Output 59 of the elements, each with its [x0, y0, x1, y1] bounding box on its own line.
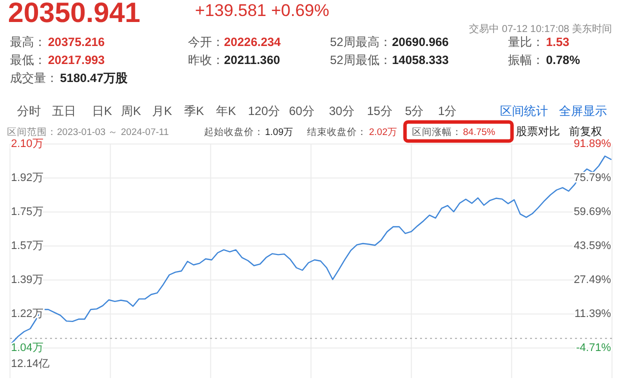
text: 15分 — [367, 104, 392, 118]
text: 区间统计 — [500, 104, 548, 118]
text: 20217.993 — [48, 53, 106, 67]
text: 52周最高： — [330, 35, 392, 49]
y2-tick-label: 43.59% — [574, 240, 612, 252]
text: 1.53 — [546, 35, 570, 49]
y-tick-label: 1.92万 — [11, 172, 44, 184]
text: 区间涨幅： — [412, 126, 462, 138]
text: 1分 — [438, 104, 457, 118]
text: 最高： — [10, 35, 46, 49]
chart-title: 20350.941 — [8, 0, 140, 28]
y-tick-label: 2.10万 — [11, 138, 44, 150]
text: 交易中 07-12 10:17:08 美东时间 — [469, 23, 612, 35]
text: 12.14亿 — [11, 358, 50, 370]
text: 结束收盘价： — [307, 126, 367, 138]
text: 季K — [184, 104, 204, 118]
text: 股票对比 — [516, 125, 560, 138]
text: 2.02万 — [369, 127, 398, 138]
line-series — [11, 156, 612, 344]
text: 20226.234 — [224, 35, 282, 49]
text: 30分 — [329, 104, 354, 118]
text: 52周最低： — [330, 53, 392, 67]
text: 全屏显示 — [559, 104, 607, 118]
y2-tick-label: 91.89% — [574, 138, 612, 150]
text: 昨收： — [188, 53, 224, 67]
y2-tick-label: 59.69% — [574, 206, 612, 218]
text: 成交量： — [10, 71, 58, 85]
text: 前复权 — [569, 126, 602, 138]
text: 区间范围：2023-01-03 ～ 2024-07-11 — [7, 126, 169, 138]
text: 起始收盘价： — [204, 126, 264, 138]
y-tick-label: 1.39万 — [11, 274, 44, 286]
y2-tick-label: 27.49% — [574, 274, 612, 286]
text: 最低： — [10, 53, 46, 67]
y-tick-label: 1.04万 — [11, 342, 44, 354]
text: 20375.216 — [48, 35, 106, 49]
y-tick-label: 1.75万 — [11, 206, 44, 218]
text: 120分 — [248, 104, 280, 118]
text: 14058.333 — [392, 53, 450, 67]
text: +139.581 +0.69% — [195, 1, 330, 20]
text: 5分 — [405, 104, 424, 118]
text: 今开： — [188, 35, 224, 49]
text: 0.78% — [546, 53, 580, 67]
text: 5180.47万股 — [60, 71, 128, 85]
text: 月K — [152, 104, 172, 118]
text: 振幅： — [508, 53, 544, 67]
text: 84.75% — [463, 127, 496, 138]
text: 20211.360 — [224, 53, 280, 67]
y2-tick-label: -4.71% — [576, 342, 612, 354]
text: 日K — [92, 104, 112, 118]
y2-tick-label: 11.39% — [574, 308, 612, 320]
text: 20690.966 — [392, 35, 450, 49]
text: 量比： — [508, 35, 544, 49]
text: 年K — [216, 104, 236, 118]
text: 五日 — [52, 104, 76, 118]
text: 分时 — [17, 104, 41, 118]
text: 周K — [121, 104, 142, 118]
text: 60分 — [289, 104, 314, 118]
text: 1.09万 — [265, 127, 294, 138]
y-tick-label: 1.57万 — [11, 240, 44, 252]
